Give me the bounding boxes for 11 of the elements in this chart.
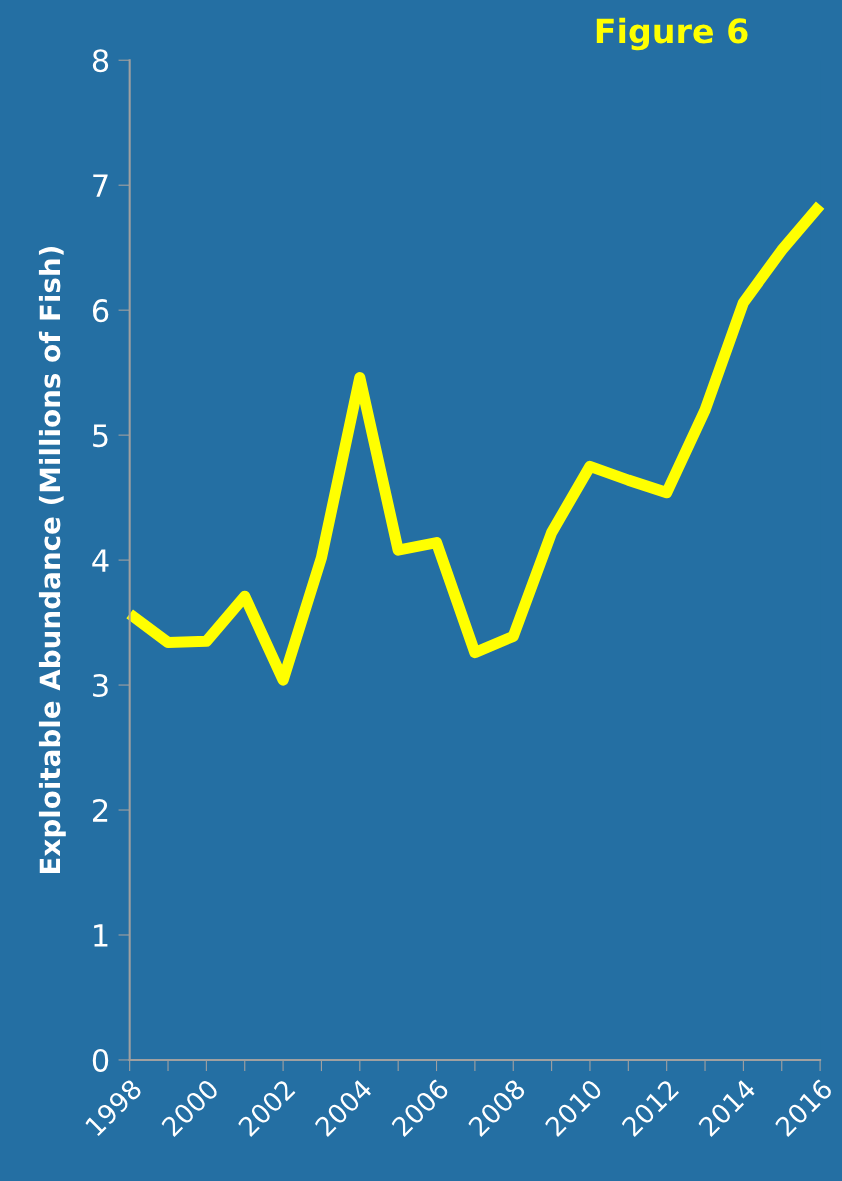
y-tick-label: 2	[93, 798, 108, 822]
y-tick-label: 8	[92, 49, 109, 73]
y-tick-label: 6	[92, 299, 109, 323]
y-tick-label: 1	[94, 924, 108, 947]
y-axis-title: Exploitable Abundance (Millions of Fish)	[38, 246, 66, 874]
y-tick-label: 3	[93, 673, 108, 698]
y-tick-label: 4	[92, 549, 109, 572]
y-tick-label: 5	[93, 424, 108, 448]
y-tick-label: 7	[93, 174, 108, 197]
chart-title: Figure 6	[596, 17, 748, 51]
y-tick-label: 0	[92, 1048, 109, 1072]
